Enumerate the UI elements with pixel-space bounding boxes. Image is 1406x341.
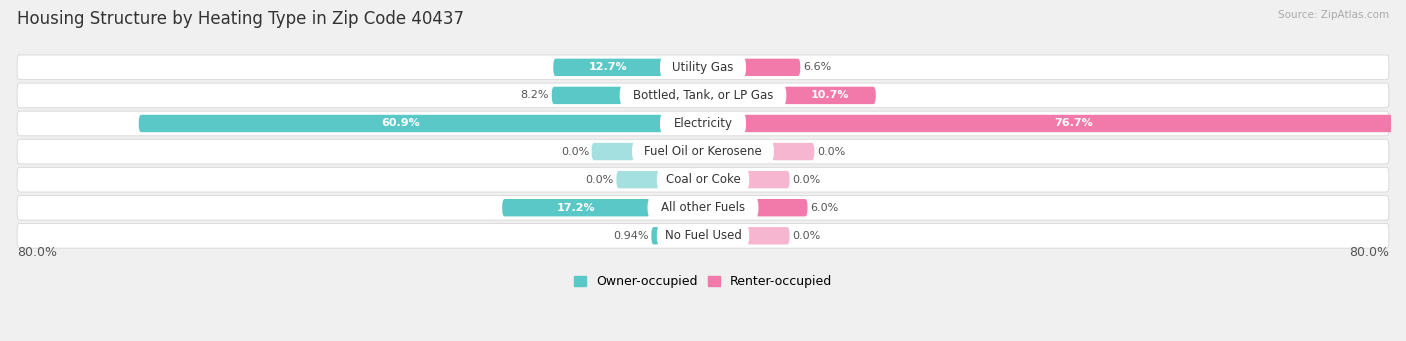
Text: 80.0%: 80.0% bbox=[17, 246, 56, 259]
FancyBboxPatch shape bbox=[17, 223, 1389, 248]
FancyBboxPatch shape bbox=[747, 171, 790, 188]
FancyBboxPatch shape bbox=[756, 199, 807, 217]
FancyBboxPatch shape bbox=[17, 167, 1389, 192]
Text: 0.94%: 0.94% bbox=[613, 231, 648, 241]
FancyBboxPatch shape bbox=[616, 171, 659, 188]
FancyBboxPatch shape bbox=[554, 59, 662, 76]
Text: 0.0%: 0.0% bbox=[817, 147, 845, 157]
Text: Utility Gas: Utility Gas bbox=[672, 61, 734, 74]
Text: Housing Structure by Heating Type in Zip Code 40437: Housing Structure by Heating Type in Zip… bbox=[17, 10, 464, 28]
FancyBboxPatch shape bbox=[17, 139, 1389, 164]
Text: 6.0%: 6.0% bbox=[810, 203, 838, 213]
Text: 0.0%: 0.0% bbox=[561, 147, 589, 157]
Text: 12.7%: 12.7% bbox=[589, 62, 627, 72]
FancyBboxPatch shape bbox=[744, 115, 1403, 132]
FancyBboxPatch shape bbox=[657, 170, 749, 189]
Text: Fuel Oil or Kerosene: Fuel Oil or Kerosene bbox=[644, 145, 762, 158]
Text: All other Fuels: All other Fuels bbox=[661, 201, 745, 214]
FancyBboxPatch shape bbox=[17, 195, 1389, 220]
Legend: Owner-occupied, Renter-occupied: Owner-occupied, Renter-occupied bbox=[568, 270, 838, 293]
Text: 60.9%: 60.9% bbox=[381, 118, 420, 129]
FancyBboxPatch shape bbox=[744, 59, 800, 76]
Text: Source: ZipAtlas.com: Source: ZipAtlas.com bbox=[1278, 10, 1389, 20]
FancyBboxPatch shape bbox=[17, 55, 1389, 80]
FancyBboxPatch shape bbox=[17, 111, 1389, 136]
FancyBboxPatch shape bbox=[783, 87, 876, 104]
FancyBboxPatch shape bbox=[633, 142, 773, 161]
Text: 0.0%: 0.0% bbox=[792, 231, 821, 241]
Text: Bottled, Tank, or LP Gas: Bottled, Tank, or LP Gas bbox=[633, 89, 773, 102]
FancyBboxPatch shape bbox=[648, 198, 758, 217]
Text: 76.7%: 76.7% bbox=[1054, 118, 1092, 129]
FancyBboxPatch shape bbox=[651, 227, 659, 244]
FancyBboxPatch shape bbox=[659, 114, 747, 133]
FancyBboxPatch shape bbox=[502, 199, 650, 217]
FancyBboxPatch shape bbox=[772, 143, 814, 160]
Text: 10.7%: 10.7% bbox=[810, 90, 849, 100]
Text: 0.0%: 0.0% bbox=[585, 175, 614, 184]
Text: 6.6%: 6.6% bbox=[803, 62, 831, 72]
FancyBboxPatch shape bbox=[659, 58, 747, 77]
FancyBboxPatch shape bbox=[592, 143, 634, 160]
Text: Electricity: Electricity bbox=[673, 117, 733, 130]
Text: Coal or Coke: Coal or Coke bbox=[665, 173, 741, 186]
FancyBboxPatch shape bbox=[747, 227, 790, 244]
FancyBboxPatch shape bbox=[139, 115, 662, 132]
FancyBboxPatch shape bbox=[551, 87, 623, 104]
Text: 0.0%: 0.0% bbox=[792, 175, 821, 184]
Text: 8.2%: 8.2% bbox=[520, 90, 550, 100]
FancyBboxPatch shape bbox=[657, 226, 749, 245]
Text: No Fuel Used: No Fuel Used bbox=[665, 229, 741, 242]
Text: 80.0%: 80.0% bbox=[1350, 246, 1389, 259]
FancyBboxPatch shape bbox=[17, 83, 1389, 108]
FancyBboxPatch shape bbox=[620, 86, 786, 105]
Text: 17.2%: 17.2% bbox=[557, 203, 596, 213]
